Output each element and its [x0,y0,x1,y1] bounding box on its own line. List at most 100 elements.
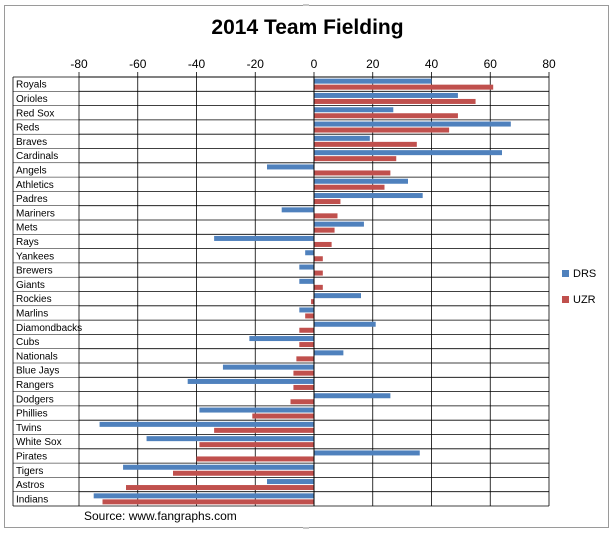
x-tick-label: -20 [247,57,265,71]
bar-uzr [290,399,314,405]
bar-drs [199,407,314,413]
category-label: Red Sox [16,108,54,119]
legend-label-drs: DRS [573,268,596,280]
bar-uzr [314,170,391,176]
bar-uzr [314,241,332,247]
category-label: Dodgers [16,394,54,405]
bar-drs [267,164,314,170]
bar-uzr [252,413,314,419]
category-label: Tigers [16,466,43,477]
bar-drs [314,293,361,299]
bar-uzr [314,98,476,104]
x-tick-label: 80 [542,57,556,71]
category-label: Royals [16,80,47,91]
bar-uzr [314,156,397,162]
category-label: Rangers [16,380,54,391]
category-label: Rockies [16,294,52,305]
bar-uzr [314,184,385,190]
bar-drs [314,92,458,98]
category-label: Brewers [16,266,53,277]
x-tick-label: 60 [484,57,498,71]
legend-swatch-drs [562,270,569,277]
bar-drs [99,421,314,427]
bar-uzr [314,256,323,262]
bar-drs [281,207,314,213]
bar-uzr [293,370,314,376]
legend-label-uzr: UZR [573,294,596,306]
bar-uzr [102,499,314,505]
x-tick-label: 20 [366,57,380,71]
bar-uzr [314,227,335,233]
bar-uzr [311,299,314,305]
chart-title: 2014 Team Fielding [211,16,404,39]
bar-uzr [314,213,338,219]
bar-drs [314,450,420,456]
category-label: Cubs [16,337,39,348]
category-label: Rays [16,237,39,248]
bar-drs [146,436,314,442]
category-label: Reds [16,123,39,134]
bar-drs [314,121,511,127]
bar-uzr [314,127,450,133]
category-label: Indians [16,494,48,505]
bar-drs [314,221,364,227]
bar-drs [314,135,370,141]
bar-uzr [314,199,341,205]
category-label: Diamondbacks [16,323,82,334]
bar-uzr [126,485,314,491]
category-label: Mets [16,223,38,234]
bar-drs [249,336,314,342]
bar-drs [314,193,423,199]
category-label: Cardinals [16,151,58,162]
x-tick-label: 40 [425,57,439,71]
bar-drs [123,464,314,470]
category-label: Giants [16,280,45,291]
bar-drs [299,307,314,313]
bar-drs [187,378,314,384]
category-label: Orioles [16,94,48,105]
category-label: Braves [16,137,47,148]
bar-drs [314,350,344,356]
bar-uzr [199,442,314,448]
bar-uzr [314,270,323,276]
bar-drs [267,479,314,485]
bar-drs [299,278,314,284]
category-label: Mariners [16,208,55,219]
bar-drs [305,250,314,256]
bar-uzr [305,313,314,319]
resize-handle-bottom[interactable] [303,525,309,531]
bar-drs [314,178,408,184]
bar-uzr [314,84,494,90]
bar-drs [314,78,432,84]
bar-uzr [299,327,314,333]
legend-swatch-uzr [562,296,569,303]
axes [12,72,550,507]
category-label: Athletics [16,180,54,191]
x-tick-label: -60 [129,57,147,71]
legend: DRS UZR [562,268,596,306]
x-tick-label: 0 [311,57,318,71]
x-tick-label: -80 [70,57,88,71]
bar-drs [314,107,394,113]
category-label: Marlins [16,308,48,319]
category-label: Pirates [16,451,47,462]
axis-labels: -80 -60 -40 -20 0 20 40 60 80 Royals Orioles Red So… [16,57,556,505]
bar-uzr [314,284,323,290]
source-note: Source: www.fangraphs.com [84,509,237,523]
x-tick-label: -40 [188,57,206,71]
bar-uzr [296,356,314,362]
category-label: Yankees [16,251,54,262]
category-label: Nationals [16,351,58,362]
resize-handle-top[interactable] [303,2,309,8]
bar-drs [314,321,376,327]
bar-uzr [173,470,314,476]
category-label: Blue Jays [16,366,59,377]
category-label: Twins [16,423,42,434]
category-label: White Sox [16,437,62,448]
bar-uzr [299,342,314,348]
category-label: Padres [16,194,48,205]
bar-series [93,78,511,505]
bar-drs [214,235,314,241]
bar-uzr [314,141,417,147]
category-label: Astros [16,480,44,491]
